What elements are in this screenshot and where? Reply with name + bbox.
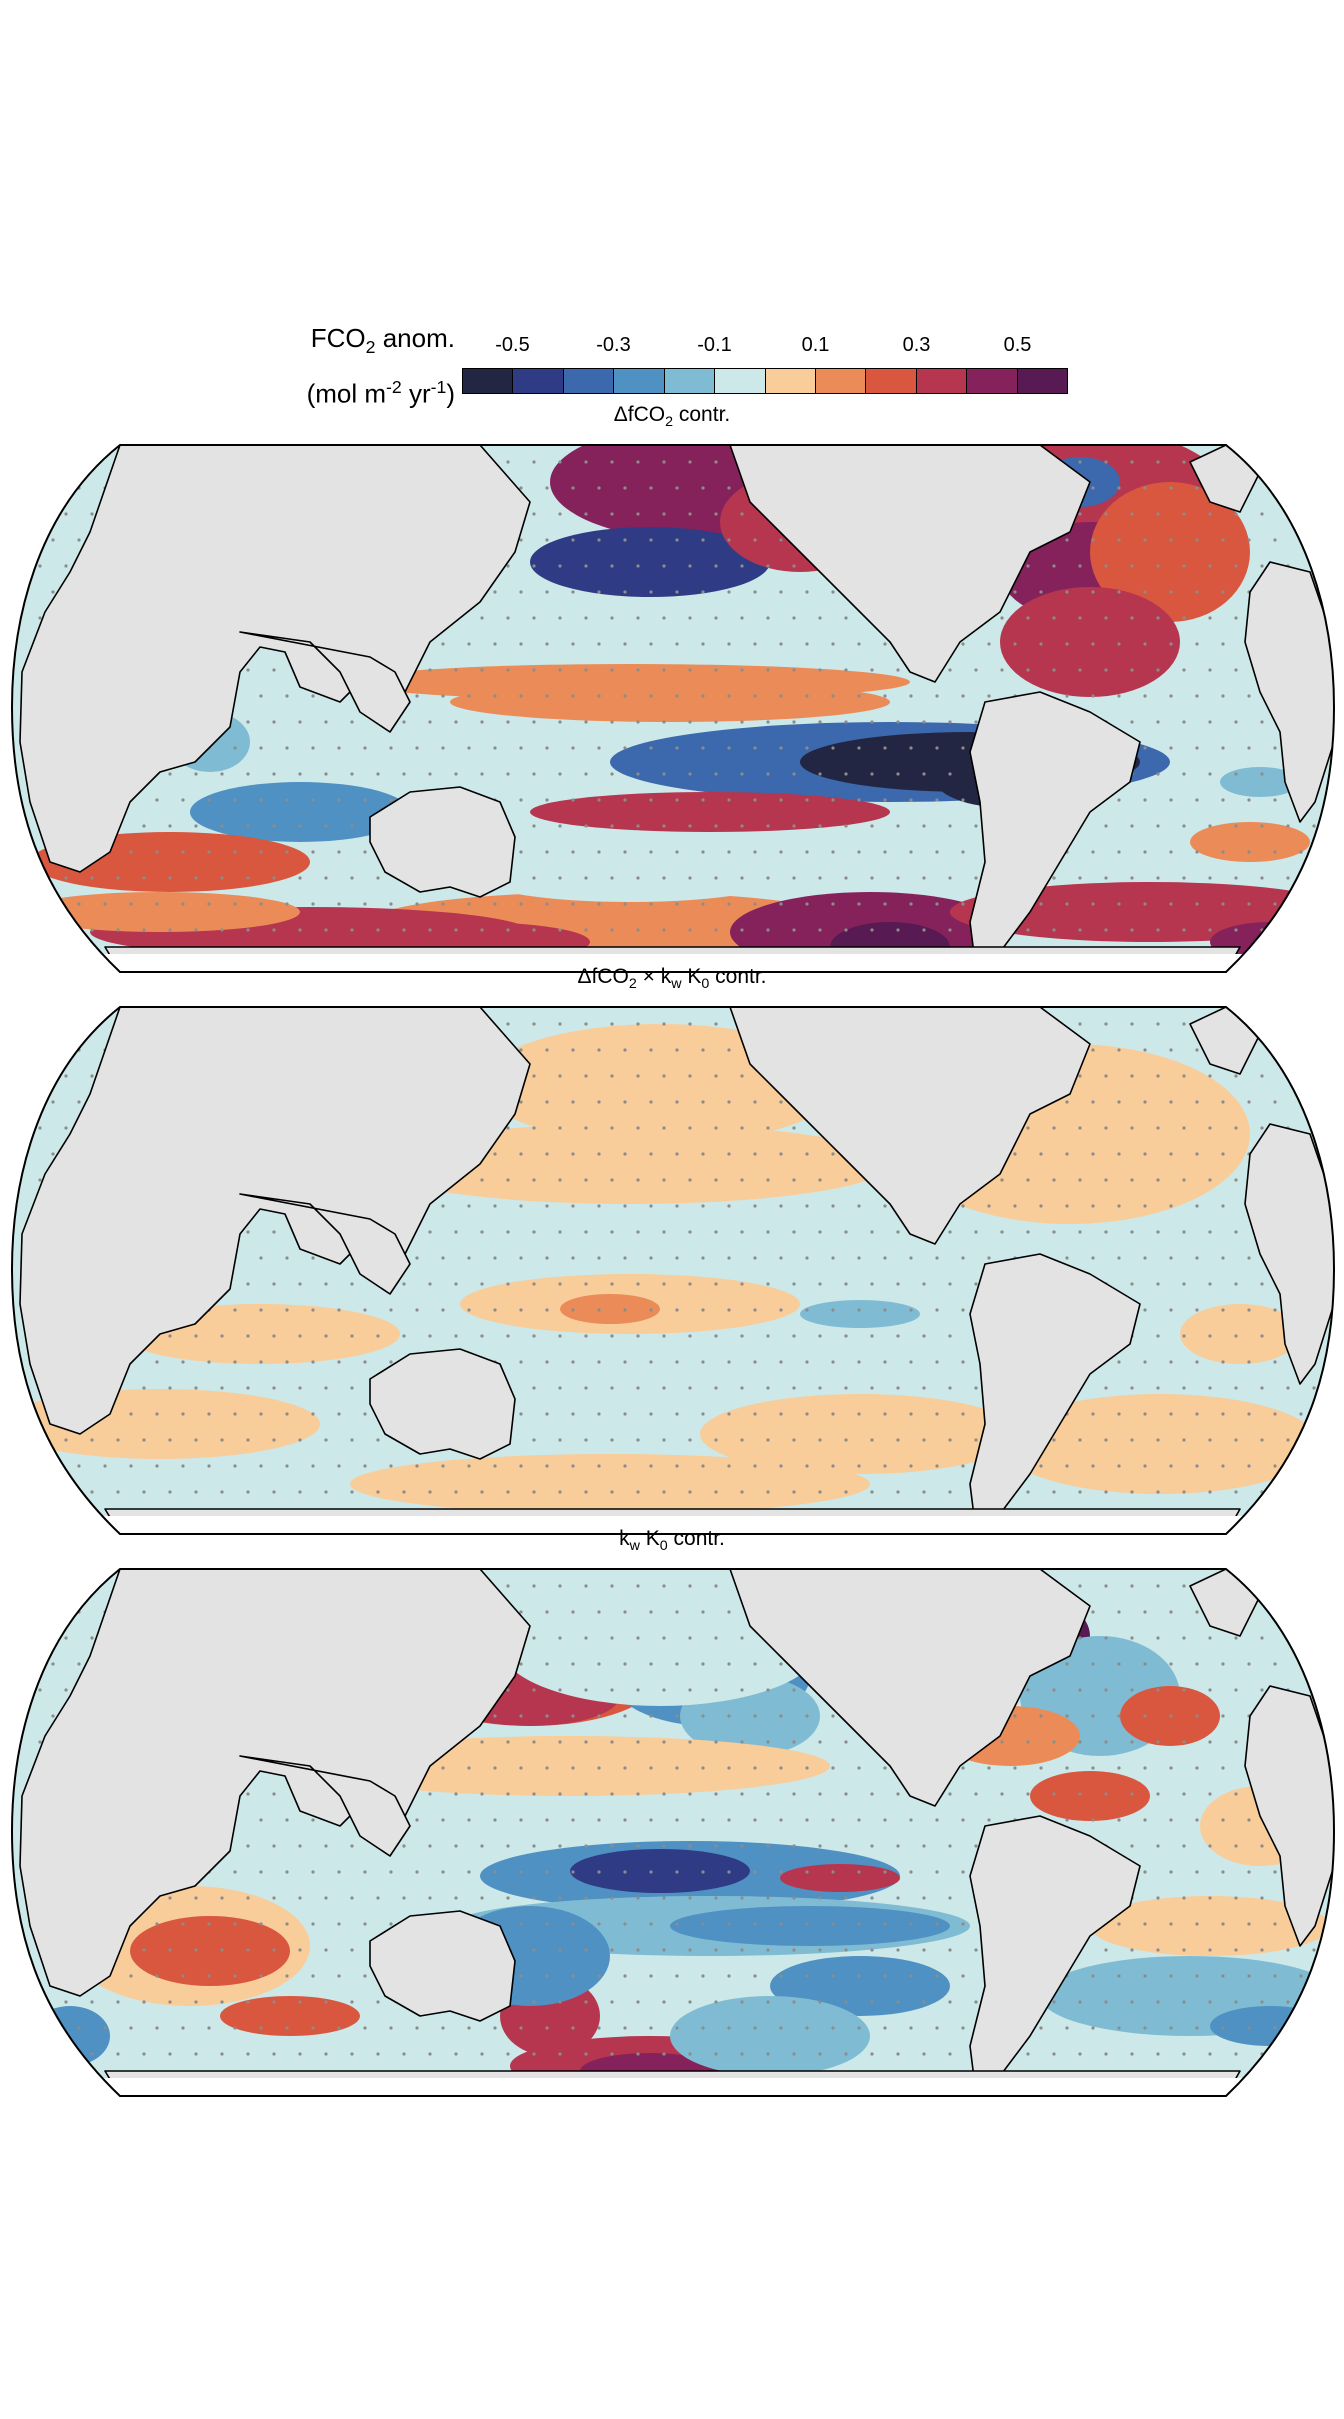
anomaly-region	[560, 1294, 660, 1324]
colorbar-swatch	[614, 369, 665, 393]
land-masses	[19, 1569, 1334, 2096]
continent	[19, 1007, 531, 1435]
panel-title-kw-k0: kw K0 contr.	[619, 1527, 725, 1555]
panel-title-dfco2: ΔfCO2 contr.	[613, 403, 731, 431]
colorbar-tick-label: -0.1	[697, 334, 732, 356]
ocean-field	[12, 445, 1334, 972]
continent	[239, 1755, 411, 1857]
land-masses	[19, 445, 1334, 972]
colorbar-swatch	[765, 369, 816, 393]
colorbar-swatch	[463, 369, 514, 393]
continent	[369, 1348, 516, 1460]
colorbar-swatch	[916, 369, 968, 393]
anomaly-region	[190, 782, 410, 842]
continent	[239, 631, 411, 733]
anomaly-region	[500, 1586, 820, 1706]
continent	[239, 1193, 411, 1295]
continent	[369, 786, 516, 898]
map-frame	[10, 444, 1336, 973]
colorbar-swatch	[664, 369, 716, 393]
anomaly-region	[530, 792, 890, 832]
colorbar-tick-label: 0.3	[902, 334, 931, 356]
anomaly-region	[1190, 822, 1310, 862]
anomaly-region	[1220, 767, 1300, 797]
map-dfco2-kw-k0-contribution	[10, 1006, 1336, 1535]
ocean-field	[12, 1569, 1334, 2096]
continent	[969, 1253, 1141, 1525]
colorbar-swatch	[715, 369, 766, 393]
anomaly-region	[530, 527, 770, 597]
anomaly-region	[1040, 1956, 1334, 2036]
colorbar-swatch	[563, 369, 615, 393]
anomaly-region	[350, 1454, 870, 1514]
colorbar-tick-label: -0.5	[495, 334, 530, 356]
anomaly-region	[670, 1906, 950, 1946]
anomaly-region	[1000, 587, 1180, 697]
panel-title-dfco2-kw-k0: ΔfCO2 × kw K0 contr.	[577, 965, 767, 993]
map-frame	[10, 1568, 1336, 2097]
antarctic-mask	[12, 1516, 1334, 1534]
legend-title: FCO2 anom. (mol m-2 yr-1)	[306, 323, 455, 409]
map-dfco2-contribution	[10, 444, 1336, 973]
anomaly-region	[1090, 482, 1250, 622]
colorbar-tick-label: 0.5	[1003, 334, 1032, 356]
ocean-field	[12, 1007, 1334, 1534]
colorbar-tick-label: -0.3	[596, 334, 631, 356]
anomaly-region	[1210, 2006, 1330, 2046]
anomaly-region	[370, 1124, 890, 1204]
colorbar	[462, 368, 1068, 394]
anomaly-region	[1090, 1896, 1330, 1956]
map-kw-k0-contribution	[10, 1568, 1336, 2097]
continent	[369, 1910, 516, 2022]
anomaly-region	[1030, 1771, 1150, 1821]
map-frame	[10, 1006, 1336, 1535]
continent	[969, 691, 1141, 963]
continent	[729, 445, 1091, 683]
colorbar-swatch	[513, 369, 564, 393]
continent	[969, 1815, 1141, 2087]
colorbar-swatch	[866, 369, 917, 393]
continent	[729, 1569, 1091, 1807]
continent	[19, 445, 531, 873]
anomaly-region	[1000, 1394, 1320, 1494]
anomaly-region	[130, 1916, 290, 1986]
anomaly-region	[220, 1996, 360, 2036]
anomaly-region	[800, 1300, 920, 1328]
continent	[19, 1569, 531, 1997]
anomaly-region	[670, 1996, 870, 2076]
anomaly-region	[20, 892, 300, 932]
colorbar-swatch	[815, 369, 867, 393]
anomaly-region	[1180, 1304, 1300, 1364]
antarctic-mask	[12, 2078, 1334, 2096]
colorbar-swatch	[1017, 369, 1068, 393]
anomaly-region	[780, 1864, 900, 1892]
anomaly-region	[350, 664, 910, 700]
antarctic-mask	[12, 954, 1334, 972]
anomaly-region	[490, 862, 770, 902]
colorbar-swatch	[967, 369, 1018, 393]
continent	[729, 1007, 1091, 1245]
anomaly-region	[570, 1849, 750, 1893]
colorbar-tick-label: 0.1	[801, 334, 830, 356]
